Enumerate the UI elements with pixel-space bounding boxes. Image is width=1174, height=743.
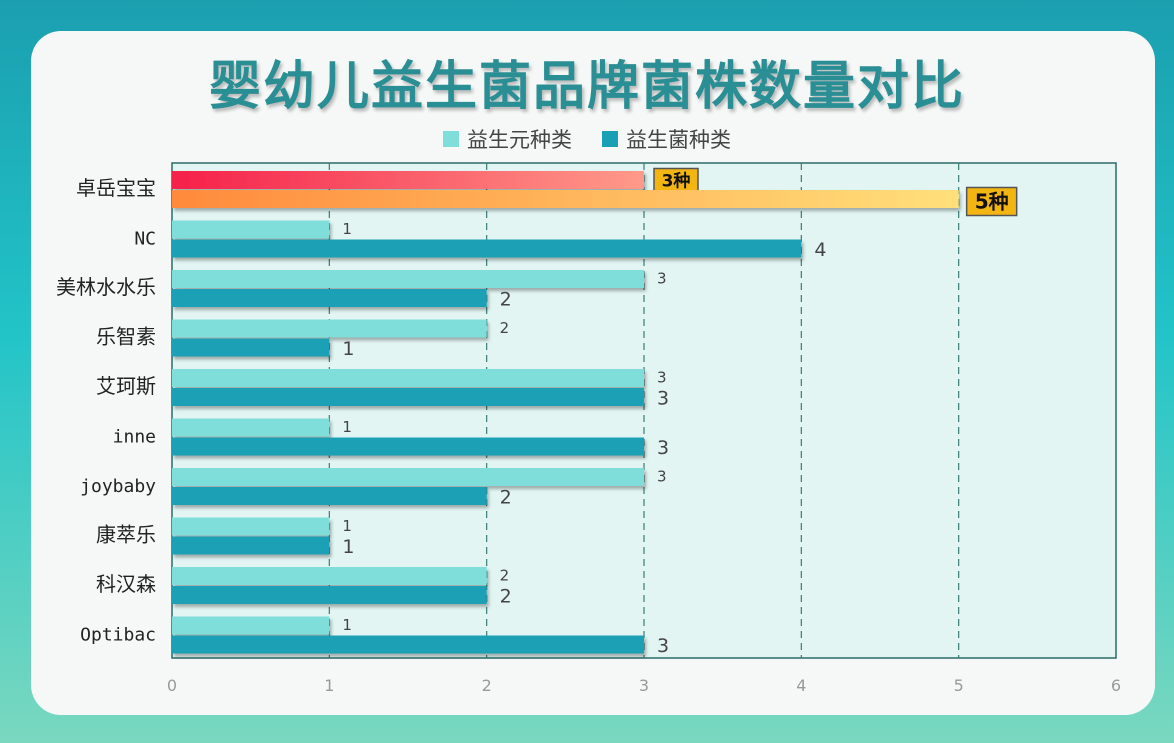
- x-tick-label: 4: [796, 676, 806, 695]
- highlight-badge-label: 3种: [662, 171, 691, 192]
- bar-prebiotic: [172, 270, 644, 288]
- x-tick-label: 0: [167, 676, 177, 695]
- data-label: 3: [657, 270, 667, 288]
- legend-swatch-probiotic: [602, 131, 618, 147]
- bar-prebiotic: [172, 468, 644, 486]
- bar-prebiotic: [172, 171, 644, 189]
- data-label: 1: [342, 338, 354, 360]
- data-label: 1: [342, 517, 352, 535]
- bar-prebiotic: [172, 567, 487, 585]
- chart-title: 婴幼儿益生菌品牌菌株数量对比: [208, 57, 965, 117]
- category-label: 卓岳宝宝: [76, 176, 156, 200]
- data-label: 1: [342, 418, 352, 436]
- data-label: 2: [500, 487, 512, 509]
- data-label: 2: [500, 586, 512, 608]
- bar-probiotic: [172, 586, 487, 604]
- bar-probiotic: [172, 487, 487, 505]
- data-label: 1: [342, 616, 352, 634]
- bar-prebiotic: [172, 616, 330, 635]
- bar-probiotic: [172, 635, 644, 654]
- category-label: 科汉森: [96, 572, 156, 596]
- highlight-badge: [965, 186, 1018, 217]
- category-label: 乐智素: [96, 324, 156, 348]
- bar-probiotic: [172, 289, 487, 307]
- data-label: 1: [342, 220, 352, 238]
- bar-prebiotic: [172, 369, 644, 387]
- x-tick-label: 1: [324, 676, 334, 695]
- category-label: joybaby: [80, 476, 156, 497]
- data-label: 3: [657, 388, 669, 410]
- x-tick-label: 6: [1111, 676, 1121, 695]
- data-label: 2: [500, 319, 510, 337]
- x-tick-label: 5: [954, 676, 964, 695]
- category-label: NC: [134, 228, 156, 249]
- category-label: 艾珂斯: [96, 374, 156, 398]
- data-label: 2: [500, 567, 510, 585]
- data-label: 3: [657, 635, 669, 657]
- data-label: 3: [657, 468, 667, 486]
- bar-prebiotic: [172, 319, 487, 338]
- data-label: 1: [342, 536, 354, 558]
- legend-item-probiotic: 益生菌种类: [602, 124, 731, 154]
- bar-probiotic: [172, 239, 802, 258]
- x-tick-label: 2: [482, 676, 492, 695]
- bar-probiotic: [172, 536, 330, 555]
- bar-prebiotic: [172, 220, 330, 239]
- category-label: 康萃乐: [96, 522, 156, 546]
- legend-label-probiotic: 益生菌种类: [626, 128, 731, 152]
- data-label: 4: [814, 239, 826, 261]
- category-label: Optibac: [80, 624, 156, 645]
- bar-probiotic: [172, 437, 644, 456]
- data-label: 3: [657, 369, 667, 387]
- highlight-badge: [653, 167, 699, 194]
- bar-probiotic: [172, 388, 644, 406]
- bar-probiotic: [172, 338, 330, 357]
- bar-prebiotic: [172, 517, 330, 536]
- data-label: 3: [657, 437, 669, 459]
- legend-item-prebiotic: 益生元种类: [443, 124, 572, 154]
- category-label: inne: [113, 426, 156, 447]
- x-tick-label: 3: [639, 676, 649, 695]
- legend-swatch-prebiotic: [443, 131, 459, 147]
- data-label: 2: [500, 289, 512, 311]
- bar-prebiotic: [172, 418, 330, 437]
- highlight-badge-label: 5种: [975, 190, 1009, 214]
- legend-label-prebiotic: 益生元种类: [467, 128, 572, 152]
- category-label: 美林水水乐: [56, 275, 156, 299]
- legend: 益生元种类 益生菌种类: [0, 124, 1174, 154]
- bar-probiotic: [172, 190, 959, 208]
